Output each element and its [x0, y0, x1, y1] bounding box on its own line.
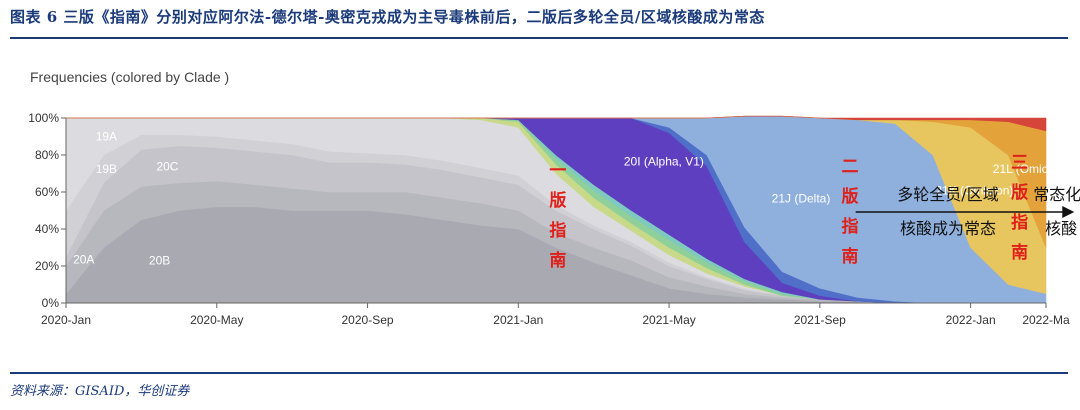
x-tick-label: 2022-Ma: [1022, 313, 1070, 327]
footer-rule: [10, 372, 1068, 374]
series-label: 21J (Delta): [772, 191, 831, 205]
series-label: 20A: [73, 253, 94, 267]
guide-2-text: 指: [842, 216, 859, 237]
x-tick-label: 2021-May: [642, 313, 695, 327]
guide-2-text: 版: [842, 186, 859, 207]
series-label: 21K (Omicron): [935, 184, 1013, 198]
guide-3-note-line-1: 常态化: [1033, 185, 1080, 204]
x-tick-label: 2021-Sep: [794, 313, 846, 327]
guide-1-text: 一: [549, 161, 566, 181]
figure-title: 图表 6 三版《指南》分别对应阿尔法-德尔塔-奥密克戎成为主导毒株前后，二版后多…: [10, 8, 765, 26]
y-tick-label: 100%: [28, 111, 59, 125]
y-tick-label: 60%: [35, 185, 59, 199]
x-tick-label: 2020-May: [190, 313, 243, 327]
guide-3-text: 南: [1011, 242, 1028, 263]
series-label: 21L (Omicron): [993, 162, 1069, 176]
frequency-area-chart: Frequencies (colored by Clade ) 0% 20% 40% 6…: [28, 69, 1080, 327]
y-tick-label: 40%: [35, 222, 59, 236]
guide-2-text: 南: [842, 246, 859, 267]
arrow-caption-line-1: 多轮全员/区域: [897, 185, 998, 204]
guide-3-text: 版: [1011, 182, 1028, 203]
chart-title: Frequencies (colored by Clade ): [30, 69, 229, 85]
series-label: 20C: [156, 159, 178, 173]
x-tick-label: 2022-Jan: [946, 313, 996, 327]
guide-1-text: 指: [549, 220, 566, 241]
y-tick-label: 20%: [35, 259, 59, 273]
y-tick-label: 80%: [35, 148, 59, 162]
series-label: 20B: [149, 253, 170, 267]
guide-2-text: 二: [842, 157, 859, 177]
series-label: 19A: [96, 130, 117, 144]
series-area-clade-13: [66, 115, 1047, 132]
title-rule: [10, 37, 1068, 39]
guide-3-note-line-2: 核酸: [1045, 219, 1077, 238]
arrow-caption-line-2: 核酸成为常态: [900, 219, 996, 238]
guide-3-text: 指: [1011, 212, 1028, 233]
arrow-head: [1062, 206, 1075, 218]
x-tick-label: 2020-Jan: [41, 313, 91, 327]
guide-1-text: 版: [549, 190, 566, 211]
x-tick-label: 2021-Jan: [493, 313, 543, 327]
series-label: 19B: [96, 162, 117, 176]
source-note: 资料来源：GISAID，华创证券: [10, 384, 190, 399]
series-label: 20I (Alpha, V1): [624, 155, 704, 169]
y-tick-label: 0%: [42, 296, 60, 310]
guide-1-text: 南: [549, 250, 566, 271]
x-tick-label: 2020-Sep: [342, 313, 394, 327]
guide-3-text: 三: [1011, 153, 1028, 173]
